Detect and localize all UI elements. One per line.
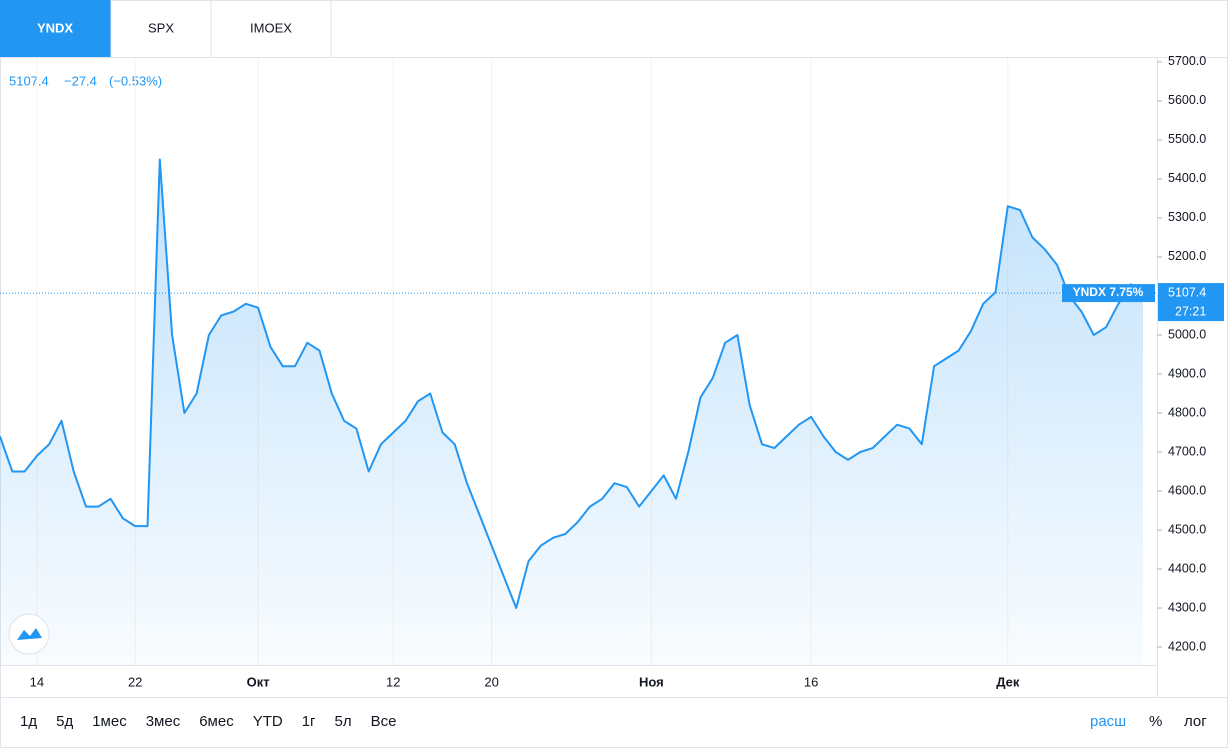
y-tick-label: 4900.0 [1168,366,1206,380]
range-button[interactable]: 1д [20,713,37,730]
badge: YNDX 7.75% [1073,285,1144,299]
tab[interactable]: YNDX [37,20,73,35]
y-tick-label: 4400.0 [1168,561,1206,575]
y-tick-label: 4600.0 [1168,483,1206,497]
x-tick-label: 22 [128,674,142,689]
x-tick-label: 14 [30,674,44,689]
scale-button[interactable]: лог [1184,713,1207,730]
range-button[interactable]: 5л [335,713,352,730]
y-tick-label: 5700.0 [1168,54,1206,68]
y-tick-label: 4300.0 [1168,600,1206,614]
x-tick-label: Ноя [639,674,664,689]
tab-active-bg[interactable] [0,0,111,57]
x-tick-label: 20 [484,674,498,689]
price-line [0,158,1144,609]
y-tick-label: 4500.0 [1168,522,1206,536]
range-button[interactable]: Все [371,713,397,730]
y-tick-label: 5300.0 [1168,210,1206,224]
y-tick-label: 5000.0 [1168,327,1206,341]
y-tick-label: 5500.0 [1168,132,1206,146]
area-fill [0,159,1143,665]
tab[interactable]: IMOEX [250,20,292,35]
scale-button[interactable]: % [1149,713,1162,730]
range-button[interactable]: 1мес [92,713,127,730]
x-tick-label: Окт [247,674,270,689]
y-tick-label: 4800.0 [1168,405,1206,419]
logo[interactable] [8,613,50,655]
y-tick-label: 5600.0 [1168,93,1206,107]
scale-button[interactable]: расш [1090,713,1126,730]
y-tick-label: 4200.0 [1168,639,1206,653]
y-tick-label: 5400.0 [1168,171,1206,185]
range-button[interactable]: YTD [253,713,283,730]
logo-icon [17,628,42,640]
badge-bg [1062,284,1155,303]
range-button[interactable]: 6мес [199,713,234,730]
x-tick-label: Дек [996,674,1020,689]
x-tick-label: 12 [386,674,400,689]
legend-change: −27.4 [64,73,97,88]
y-tick-label: 5200.0 [1168,249,1206,263]
range-button[interactable]: 3мес [146,713,181,730]
range-button[interactable]: 5д [56,713,73,730]
tab[interactable]: SPX [148,20,174,35]
y-tick-label: 4700.0 [1168,444,1206,458]
countdown: 27:21 [1175,304,1206,318]
x-tick-label: 16 [804,674,818,689]
last-price-bg [1158,283,1224,322]
range-button[interactable]: 1г [302,713,316,730]
last-price-label: 5107.4 [1168,285,1206,299]
legend-price: 5107.4 [9,73,49,88]
